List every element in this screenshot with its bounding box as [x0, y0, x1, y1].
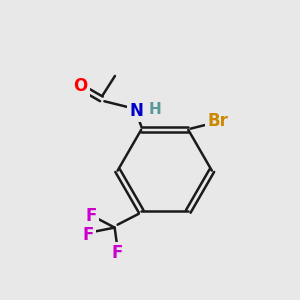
Text: F: F	[82, 226, 94, 244]
Text: F: F	[112, 244, 123, 262]
Text: O: O	[73, 76, 87, 94]
Text: F: F	[85, 207, 97, 225]
Text: Br: Br	[208, 112, 229, 130]
Text: H: H	[148, 102, 161, 117]
Text: N: N	[130, 102, 144, 120]
